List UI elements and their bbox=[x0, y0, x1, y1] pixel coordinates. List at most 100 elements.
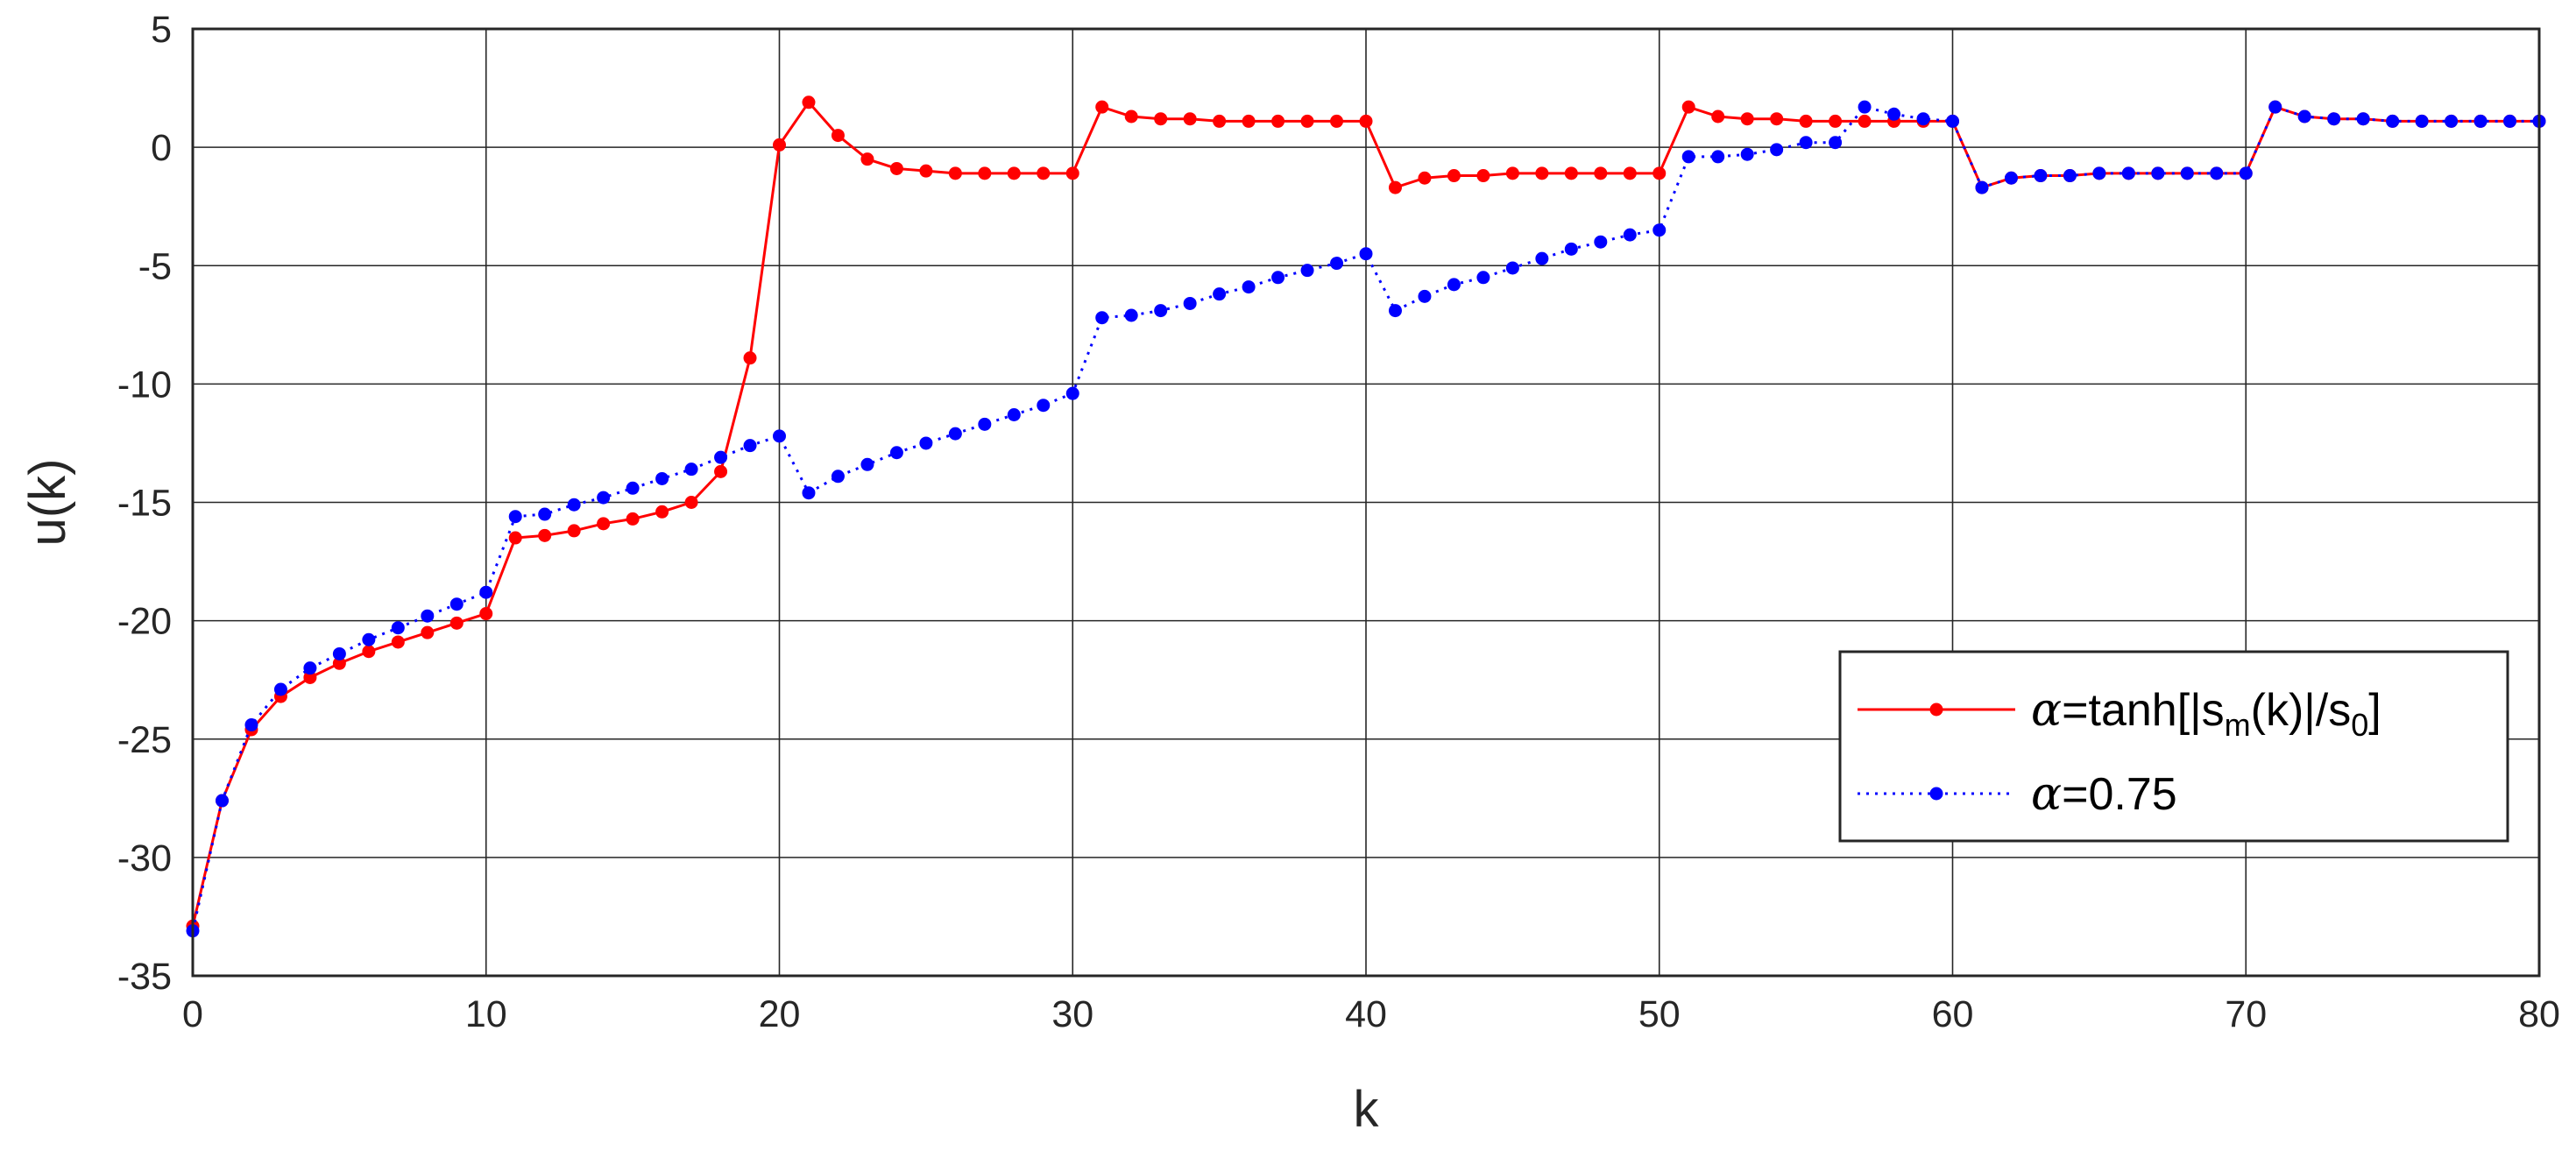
series-2-point bbox=[1271, 271, 1285, 285]
series-2-point bbox=[1065, 386, 1079, 400]
series-1-point bbox=[1213, 114, 1227, 128]
series-1-point bbox=[1594, 166, 1608, 180]
series-2-point bbox=[1388, 304, 1402, 318]
series-2-point bbox=[1916, 112, 1930, 126]
series-2-point bbox=[714, 450, 728, 464]
series-1-point bbox=[508, 531, 522, 545]
series-2-point bbox=[1213, 287, 1227, 301]
series-2-point bbox=[889, 446, 903, 460]
x-tick-label: 60 bbox=[1932, 993, 1974, 1035]
series-1-point bbox=[303, 670, 317, 684]
x-tick-label: 40 bbox=[1345, 993, 1387, 1035]
series-2-point bbox=[2092, 166, 2106, 180]
series-1-point bbox=[1740, 112, 1754, 126]
series-2-point bbox=[332, 646, 346, 660]
series-2-point bbox=[1330, 257, 1344, 271]
series-1-point bbox=[567, 524, 581, 538]
series-1-point bbox=[1065, 166, 1079, 180]
series-1-point bbox=[978, 166, 992, 180]
series-2-point bbox=[1476, 271, 1490, 285]
series-2-point bbox=[1652, 223, 1667, 237]
series-1-point bbox=[626, 512, 640, 526]
series-1-point bbox=[714, 464, 728, 478]
legend-label-part: =tanh[|s bbox=[2062, 685, 2225, 736]
series-1-point bbox=[421, 625, 435, 639]
series-2-point bbox=[1799, 136, 1813, 150]
series-1-point bbox=[479, 607, 493, 621]
legend-label-part: α bbox=[2031, 768, 2062, 821]
series-2-point bbox=[2121, 166, 2135, 180]
series-2-point bbox=[2268, 100, 2282, 114]
y-tick-label: -5 bbox=[138, 245, 172, 287]
x-tick-label: 0 bbox=[182, 993, 203, 1035]
y-tick-label: -10 bbox=[117, 364, 172, 406]
series-1-point bbox=[1535, 166, 1549, 180]
series-1-point bbox=[1505, 166, 1519, 180]
series-2-point bbox=[948, 427, 962, 441]
y-tick-label: 0 bbox=[151, 127, 172, 169]
series-1-point bbox=[1359, 114, 1373, 128]
series-2-point bbox=[597, 491, 611, 505]
series-1-point bbox=[1770, 112, 1784, 126]
series-2-point bbox=[1505, 261, 1519, 275]
series-1-point bbox=[597, 517, 611, 531]
series-1-point bbox=[1623, 166, 1637, 180]
series-2-point bbox=[1242, 280, 1256, 294]
series-1-point bbox=[860, 152, 874, 166]
series-1-point bbox=[831, 129, 845, 143]
legend-label-2: α=0.75 bbox=[2031, 768, 2177, 821]
series-2-point bbox=[1975, 180, 1989, 194]
legend-label-part: 0 bbox=[2351, 707, 2368, 743]
x-tick-label: 70 bbox=[2225, 993, 2267, 1035]
y-tick-label: -35 bbox=[117, 956, 172, 998]
series-2-point bbox=[2004, 171, 2018, 185]
series-2-point bbox=[1037, 399, 1051, 413]
series-2-point bbox=[2356, 112, 2370, 126]
series-2-point bbox=[1124, 308, 1138, 322]
x-tick-label: 50 bbox=[1638, 993, 1681, 1035]
series-2-point bbox=[1359, 247, 1373, 261]
series-2-point bbox=[2415, 114, 2429, 128]
x-axis-label: k bbox=[1354, 1081, 1380, 1138]
series-2-point bbox=[2473, 114, 2488, 128]
series-1-point bbox=[391, 635, 405, 649]
series-2-point bbox=[1829, 136, 1843, 150]
series-1-point bbox=[1858, 114, 1872, 128]
series-1-point bbox=[1564, 166, 1578, 180]
series-1-point bbox=[1476, 169, 1490, 183]
y-axis-label: u(k) bbox=[19, 459, 76, 547]
series-2-point bbox=[449, 597, 464, 611]
series-1-point bbox=[1652, 166, 1667, 180]
series-2-point bbox=[1447, 278, 1461, 292]
series-1-point bbox=[1388, 180, 1402, 194]
x-tick-label: 10 bbox=[465, 993, 507, 1035]
series-2-point bbox=[538, 507, 552, 521]
series-1-point bbox=[1271, 114, 1285, 128]
series-2-point bbox=[1623, 228, 1637, 242]
y-tick-label: -30 bbox=[117, 837, 172, 879]
series-2-point bbox=[215, 794, 229, 808]
series-2-point bbox=[1564, 242, 1578, 256]
series-2-point bbox=[303, 661, 317, 675]
legend-label-part: m bbox=[2225, 707, 2251, 743]
x-tick-label: 80 bbox=[2518, 993, 2560, 1035]
series-1-point bbox=[1183, 112, 1197, 126]
series-2-point bbox=[244, 718, 258, 732]
series-2-point bbox=[1183, 296, 1197, 310]
series-2-point bbox=[1681, 150, 1695, 164]
series-2-point bbox=[655, 471, 669, 485]
series-2-point bbox=[1535, 251, 1549, 265]
series-1-point bbox=[655, 505, 669, 519]
series-2-point bbox=[2386, 114, 2400, 128]
series-2-point bbox=[1770, 143, 1784, 157]
series-1-point bbox=[802, 95, 816, 109]
series-2-point bbox=[1887, 107, 1901, 121]
series-2-point bbox=[802, 486, 816, 500]
series-2-point bbox=[479, 585, 493, 599]
series-2-point bbox=[626, 481, 640, 495]
series-2-point bbox=[391, 621, 405, 635]
series-2-point bbox=[684, 463, 698, 477]
series-2-point bbox=[860, 457, 874, 471]
series-2-point bbox=[1300, 264, 1314, 278]
